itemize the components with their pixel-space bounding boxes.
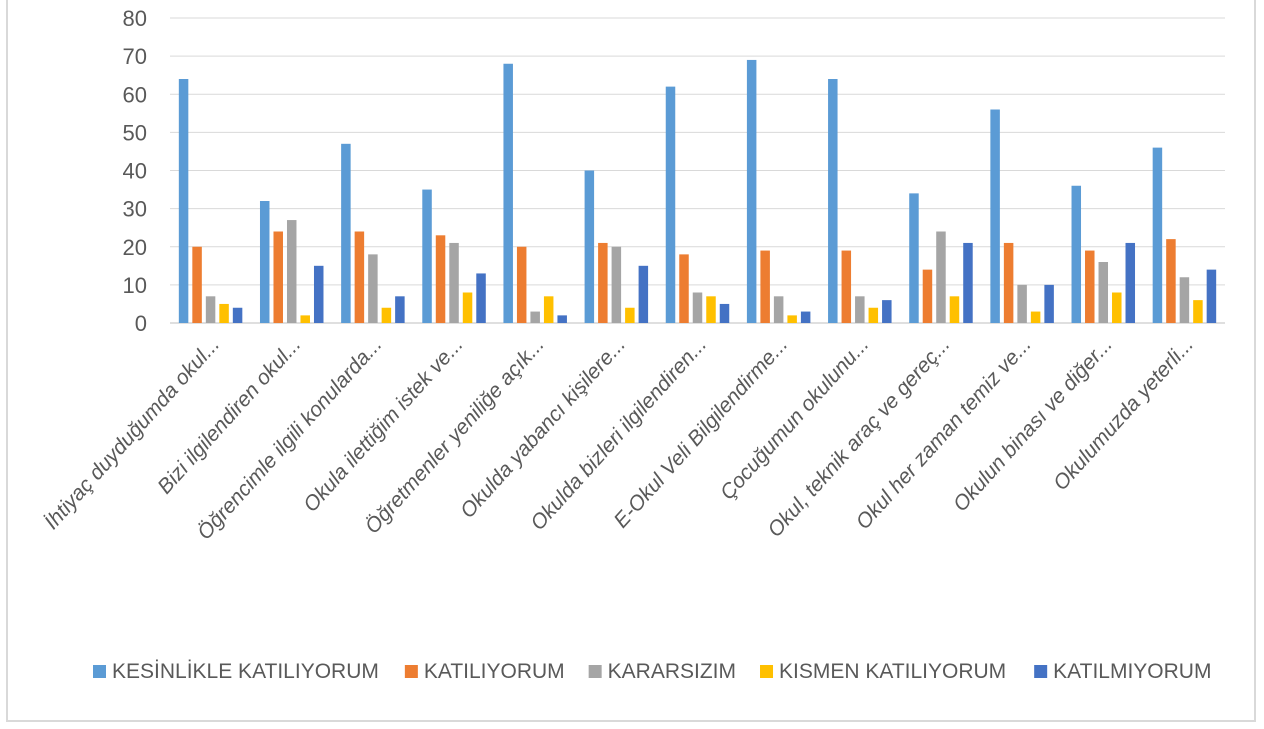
bar bbox=[611, 246, 622, 323]
bar bbox=[1152, 147, 1163, 323]
bar bbox=[936, 231, 946, 323]
bar bbox=[557, 315, 567, 323]
bar bbox=[273, 231, 283, 323]
bar bbox=[773, 296, 784, 323]
bar bbox=[922, 269, 933, 323]
x-tick-label: E-Okul Veli Bilgilendirme... bbox=[609, 333, 792, 533]
x-tick-label: Okula ilettiğim istek ve... bbox=[299, 333, 468, 517]
bar bbox=[232, 307, 243, 323]
bar bbox=[1044, 284, 1054, 323]
bar bbox=[1098, 262, 1109, 323]
bar bbox=[300, 315, 310, 323]
bar bbox=[841, 250, 852, 323]
y-tick-label: 70 bbox=[123, 44, 147, 69]
bar bbox=[381, 307, 392, 323]
bar bbox=[1206, 269, 1217, 323]
bar bbox=[625, 307, 635, 323]
bar bbox=[692, 292, 703, 323]
gridlines bbox=[170, 17, 1225, 324]
y-tick-label: 40 bbox=[123, 159, 147, 184]
legend-label: KISMEN KATILIYORUM bbox=[779, 660, 1006, 683]
bar bbox=[449, 242, 459, 323]
y-tick-label: 60 bbox=[123, 82, 147, 107]
legend: KESİNLİKLE KATILIYORUM KATILIYORUM KARARSI… bbox=[93, 660, 1211, 683]
legend-label: KESİNLİKLE KATILIYORUM bbox=[112, 660, 379, 683]
bar bbox=[219, 303, 229, 323]
x-tick-label: Okulun binası ve diğer... bbox=[949, 333, 1117, 516]
bar bbox=[787, 315, 797, 323]
bar bbox=[341, 143, 351, 323]
bar bbox=[395, 296, 405, 323]
bar bbox=[746, 59, 757, 323]
bar bbox=[1017, 284, 1027, 323]
y-tick-label: 80 bbox=[123, 6, 147, 31]
bar bbox=[1003, 242, 1014, 323]
bar bbox=[530, 311, 540, 323]
legend-swatch bbox=[404, 665, 418, 678]
bar bbox=[638, 265, 649, 323]
bar bbox=[422, 189, 432, 323]
y-axis: 0 10 20 30 40 50 60 70 80 bbox=[123, 6, 147, 336]
y-tick-label: 10 bbox=[123, 273, 147, 298]
bar bbox=[476, 273, 486, 323]
bar bbox=[354, 231, 365, 323]
bar bbox=[679, 254, 689, 323]
bar bbox=[1193, 300, 1203, 323]
bar bbox=[516, 246, 527, 323]
bar bbox=[719, 303, 730, 323]
bar bbox=[368, 254, 378, 323]
bar bbox=[178, 79, 189, 323]
bar bbox=[990, 109, 1000, 323]
chart-frame bbox=[6, 0, 1256, 722]
x-tick-label: Bizi ilgilendiren okul... bbox=[153, 333, 305, 498]
bar bbox=[286, 220, 297, 323]
legend-swatch bbox=[760, 665, 774, 678]
bar bbox=[800, 311, 811, 323]
x-tick-label: Okulda yabancı kişilere... bbox=[456, 333, 630, 523]
x-tick-label: Çocuğumun okulunu... bbox=[716, 333, 874, 505]
bar bbox=[1030, 311, 1041, 323]
bar bbox=[760, 250, 770, 323]
legend-swatch bbox=[93, 665, 106, 678]
bar bbox=[963, 242, 973, 323]
bar bbox=[192, 246, 202, 323]
bar bbox=[882, 300, 892, 323]
y-tick-label: 0 bbox=[135, 311, 147, 336]
bar bbox=[584, 170, 595, 323]
bar bbox=[543, 296, 554, 323]
bar bbox=[598, 242, 608, 323]
y-tick-label: 20 bbox=[123, 235, 147, 260]
bar bbox=[665, 86, 676, 323]
legend-swatch bbox=[588, 665, 602, 678]
bar bbox=[949, 296, 960, 323]
bar bbox=[313, 265, 324, 323]
bar bbox=[1166, 239, 1176, 323]
bar bbox=[462, 292, 473, 323]
bar bbox=[855, 296, 865, 323]
legend-label: KARARSIZIM bbox=[608, 660, 736, 683]
bar bbox=[828, 79, 838, 323]
bar bbox=[1179, 277, 1190, 323]
bar bbox=[259, 201, 270, 323]
legend-swatch bbox=[1034, 665, 1048, 678]
y-tick-label: 30 bbox=[123, 197, 147, 222]
bar bbox=[1085, 250, 1095, 323]
bar bbox=[868, 307, 879, 323]
legend-label: KATILMIYORUM bbox=[1053, 660, 1211, 683]
x-tick-label: Okulumuzda yeterli... bbox=[1049, 333, 1198, 495]
bar bbox=[1112, 292, 1122, 323]
y-tick-label: 50 bbox=[123, 120, 147, 145]
bar bbox=[435, 235, 446, 323]
bar bbox=[1071, 185, 1082, 323]
bar bbox=[706, 296, 716, 323]
bar bbox=[205, 296, 216, 323]
bar bbox=[1125, 242, 1136, 323]
bar bbox=[503, 63, 513, 323]
legend-label: KATILIYORUM bbox=[424, 660, 565, 683]
bars bbox=[178, 59, 1217, 323]
bar bbox=[909, 193, 919, 323]
x-axis: İhtiyaç duyduğumda okul...Bizi ilgilendi… bbox=[40, 333, 1198, 544]
